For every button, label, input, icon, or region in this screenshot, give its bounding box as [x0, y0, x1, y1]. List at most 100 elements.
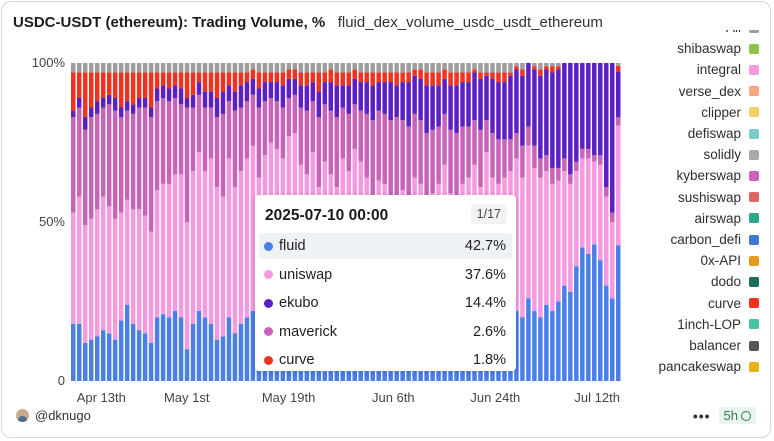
legend-item-carbon-defi[interactable]: carbon_defi [670, 229, 759, 250]
bar-segment-ekubo [148, 107, 154, 118]
bar-segment-others [532, 63, 537, 67]
bar-segment-others [556, 63, 561, 67]
author[interactable]: @dknugo [16, 408, 91, 423]
legend-item-all[interactable]: All [726, 30, 759, 38]
bar-segment-curve [376, 72, 381, 83]
bar-segment-ekubo [172, 85, 178, 98]
legend-swatch [749, 298, 759, 309]
legend-item-kyberswap[interactable]: kyberswap [676, 165, 759, 186]
bar-segment-others [76, 63, 82, 73]
bar-segment-ekubo [286, 78, 292, 98]
legend-item-sushiswap[interactable]: sushiswap [678, 187, 759, 208]
bar-segment-ekubo [118, 107, 124, 118]
bar-segment-ekubo [442, 78, 447, 114]
bar-segment-maverick [376, 110, 381, 181]
bar-segment-uniswap [550, 183, 555, 312]
legend-item-solidly[interactable]: solidly [703, 144, 759, 165]
legend-item-verse-dex[interactable]: verse_dex [679, 81, 759, 102]
bar-segment-curve [112, 72, 118, 98]
bar-segment-curve [226, 72, 232, 86]
bar-segment-ekubo [178, 88, 184, 105]
bar-segment-others [100, 63, 106, 73]
legend-swatch [749, 128, 759, 139]
legend-item-0x-api[interactable]: 0x-API [700, 250, 759, 271]
bar-segment-others [352, 63, 357, 70]
legend-item-dodo[interactable]: dodo [711, 271, 759, 292]
bar-segment-others [130, 63, 136, 73]
legend-item-shibaswap[interactable]: shibaswap [677, 38, 759, 59]
bar-segment-fluid [226, 317, 232, 381]
bar-segment-maverick [604, 187, 609, 197]
bar-segment-uniswap [232, 187, 238, 334]
bar-segment-curve [352, 69, 357, 79]
tooltip-series-value: 1.8% [472, 352, 506, 368]
query-name[interactable]: fluid_dex_volume_usdc_usdt_ethereum [337, 14, 603, 31]
legend-item-pancakeswap[interactable]: pancakeswap [658, 356, 759, 377]
legend-label: 0x-API [700, 253, 741, 269]
bar-segment-fluid [592, 244, 597, 381]
tooltip-series-label: maverick [279, 323, 338, 340]
bar-segment-others [436, 63, 441, 73]
x-tick-label: May 19th [262, 390, 315, 405]
legend-label: solidly [703, 147, 741, 163]
bar-segment-curve [214, 72, 220, 98]
legend-item-1inch-lop[interactable]: 1inch-LOP [677, 314, 759, 335]
legend-item-integral[interactable]: integral [697, 59, 759, 80]
bar-segment-curve [262, 72, 268, 83]
legend-item-curve[interactable]: curve [708, 293, 759, 314]
bar-segment-ekubo [328, 82, 334, 111]
bar-segment-fluid [82, 342, 88, 381]
legend-label: integral [696, 62, 741, 78]
bar-segment-maverick [496, 139, 501, 184]
bar-segment-ekubo [406, 82, 411, 127]
bar-segment-uniswap [514, 158, 519, 312]
bar-segment-curve [166, 72, 172, 89]
bar-segment-ekubo [238, 85, 244, 108]
bar-segment-others [382, 63, 387, 73]
more-options-icon[interactable]: ••• [692, 407, 711, 424]
bar-segment-curve [400, 72, 405, 83]
x-tick-label: Jul 12th [574, 390, 620, 405]
bar-segment-others [82, 63, 88, 73]
bar-segment-curve [478, 72, 483, 79]
bar-segment-uniswap [190, 171, 196, 324]
legend-item-defiswap[interactable]: defiswap [688, 123, 759, 144]
bar-segment-maverick [292, 94, 298, 133]
bar-segment-fluid [106, 333, 112, 381]
tooltip-page-indicator[interactable]: 1/17 [470, 204, 507, 224]
bar-segment-maverick [550, 167, 555, 184]
legend-label: 1inch-LOP [677, 316, 741, 332]
bar-segment-curve [328, 69, 334, 83]
x-tick-label: Apr 13th [77, 390, 126, 405]
bar-segment-curve [256, 72, 262, 89]
bar-segment-ekubo [316, 91, 322, 118]
legend-item-airswap[interactable]: airswap [694, 208, 759, 229]
bar-segment-curve [106, 72, 112, 95]
bar-segment-others [472, 63, 477, 70]
bar-segment-maverick [544, 155, 549, 172]
bar-segment-fluid [172, 311, 178, 381]
bar-segment-uniswap [208, 158, 214, 324]
bar-segment-curve [94, 72, 100, 102]
bar-segment-maverick [490, 132, 495, 178]
bar-segment-ekubo [514, 69, 519, 133]
legend-item-balancer[interactable]: balancer [689, 335, 759, 356]
legend-item-clipper[interactable]: clipper [701, 102, 759, 123]
bar-segment-others [430, 63, 435, 73]
bar-segment-fluid [71, 323, 76, 381]
bar-segment-maverick [334, 117, 340, 188]
bar-segment-uniswap [604, 196, 609, 286]
bar-segment-curve [196, 72, 202, 83]
refresh-age-badge[interactable]: 5h [718, 407, 756, 424]
bar-segment-ekubo [88, 107, 94, 118]
bar-segment-ekubo [580, 63, 585, 149]
bar-segment-ekubo [71, 110, 76, 118]
bar-segment-uniswap [544, 171, 549, 305]
bar-segment-ekubo [256, 88, 262, 108]
bar-segment-ekubo [142, 97, 148, 108]
bar-segment-uniswap [226, 158, 232, 318]
bar-segment-others [262, 63, 268, 73]
bar-segment-others [286, 63, 292, 70]
bar-segment-ekubo [394, 85, 399, 118]
bar-segment-maverick [244, 101, 250, 159]
